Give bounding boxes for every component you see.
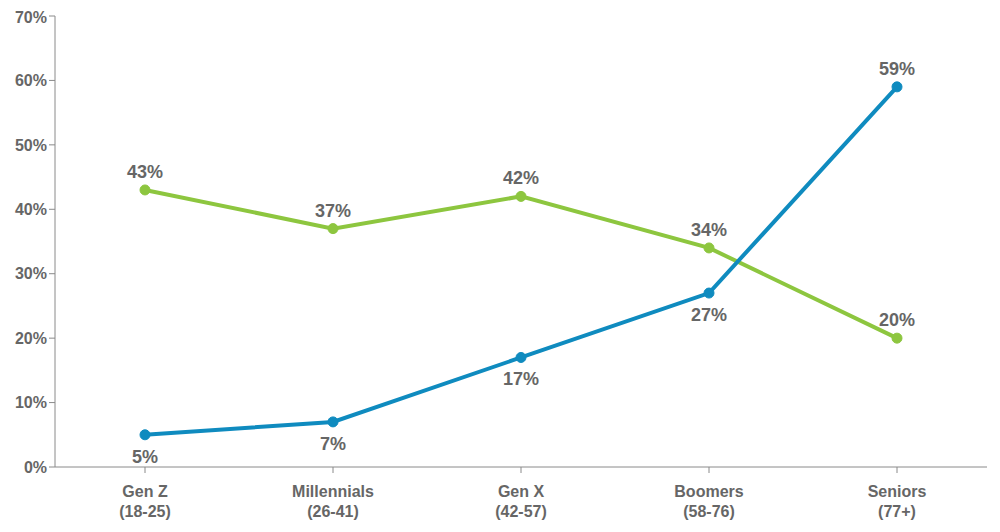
svg-text:0%: 0% [24, 459, 47, 476]
svg-text:37%: 37% [315, 201, 351, 221]
svg-text:20%: 20% [15, 330, 47, 347]
svg-text:60%: 60% [15, 72, 47, 89]
svg-text:42%: 42% [503, 168, 539, 188]
svg-text:Seniors(77+): Seniors(77+) [868, 483, 927, 520]
svg-text:59%: 59% [879, 59, 915, 79]
svg-text:50%: 50% [15, 137, 47, 154]
svg-text:20%: 20% [879, 310, 915, 330]
svg-text:Gen X(42-57): Gen X(42-57) [495, 483, 547, 520]
svg-text:7%: 7% [320, 434, 346, 454]
svg-text:5%: 5% [132, 447, 158, 467]
svg-text:Gen Z(18-25): Gen Z(18-25) [119, 483, 171, 520]
svg-text:43%: 43% [127, 162, 163, 182]
svg-text:40%: 40% [15, 201, 47, 218]
svg-text:27%: 27% [691, 305, 727, 325]
svg-text:10%: 10% [15, 394, 47, 411]
svg-text:Boomers(58-76): Boomers(58-76) [674, 483, 743, 520]
svg-text:70%: 70% [15, 9, 47, 26]
svg-text:Millennials(26-41): Millennials(26-41) [292, 483, 374, 520]
svg-text:34%: 34% [691, 220, 727, 240]
svg-text:30%: 30% [15, 265, 47, 282]
svg-text:17%: 17% [503, 369, 539, 389]
